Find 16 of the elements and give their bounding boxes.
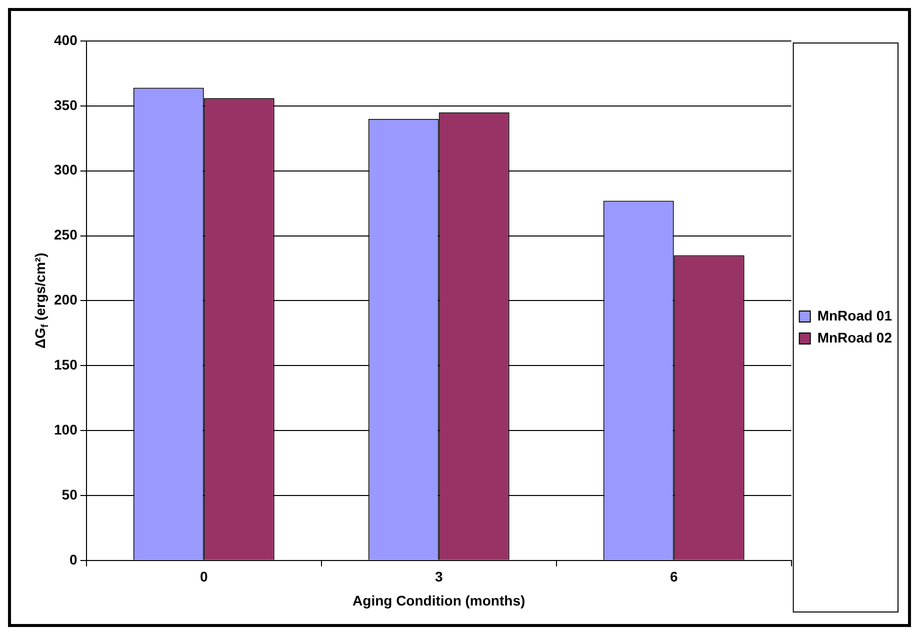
y-tick-label: 400 <box>54 32 78 48</box>
y-tick-label: 350 <box>54 96 78 113</box>
x-tick-label: 0 <box>200 568 208 585</box>
y-tick-label: 0 <box>70 551 78 568</box>
y-tick-label: 100 <box>54 421 78 438</box>
y-tick-label: 250 <box>54 226 78 243</box>
y-tick-label: 300 <box>54 162 78 178</box>
x-tick-label: 3 <box>434 568 443 585</box>
y-tick-label: 200 <box>54 292 78 308</box>
y-tick-label: 150 <box>54 356 78 372</box>
y-tick-label: 50 <box>62 486 78 502</box>
x-axis-title: Aging Condition (months) <box>352 592 526 608</box>
y-axis-title: ΔGf (ergs/cm²) <box>32 252 51 349</box>
legend-label: MnRoad 02 <box>817 329 892 346</box>
x-tick-label: 6 <box>670 568 678 585</box>
legend-label: MnRoad 01 <box>817 307 892 324</box>
